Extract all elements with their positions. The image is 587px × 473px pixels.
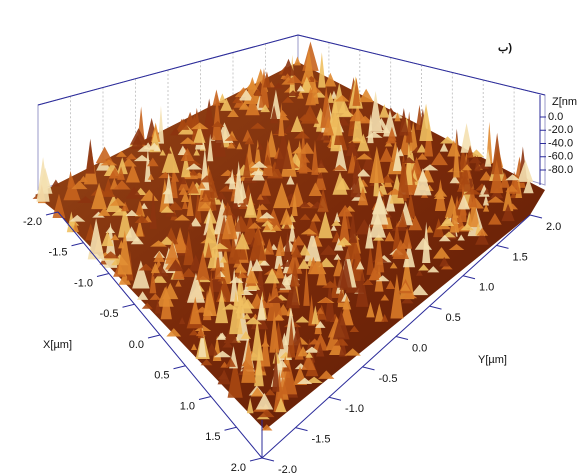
y-tick-label: 1.5 <box>513 251 528 263</box>
y-tick <box>396 337 408 340</box>
x-tick-label: 1.0 <box>180 400 195 412</box>
z-tick-label: -80.0 <box>548 164 573 176</box>
y-tick <box>430 306 442 309</box>
z-tick-label: -20.0 <box>548 124 573 136</box>
y-tick-label: 1.0 <box>479 282 494 294</box>
x-tick-label: -2.0 <box>23 216 42 228</box>
y-tick <box>363 367 375 370</box>
y-tick-label: -2.0 <box>278 464 297 473</box>
chart: ب) X[µm] Y[µm] Z[nm -2.0 -1.5 -1.0 -0.5 0.0 0… <box>0 0 587 473</box>
y-axis-label: Y[µm] <box>478 354 507 366</box>
y-tick-label: 2.0 <box>546 221 561 233</box>
y-tick <box>262 458 274 461</box>
panel-label: ب) <box>498 42 512 54</box>
spike <box>96 147 114 164</box>
x-tick-label: -0.5 <box>100 308 119 320</box>
z-tick-label: 0.0 <box>548 111 563 123</box>
x-tick <box>123 304 135 307</box>
spike <box>318 52 326 87</box>
x-tick-label: 1.5 <box>205 431 220 443</box>
y-tick-label: 0.5 <box>446 312 461 324</box>
y-tick <box>530 215 542 218</box>
spike <box>213 89 221 105</box>
x-tick <box>72 243 84 246</box>
y-tick <box>497 245 509 248</box>
y-tick-label: 0.0 <box>412 342 427 354</box>
z-axis-label: Z[nm <box>552 96 577 108</box>
x-tick <box>225 427 237 430</box>
x-tick <box>250 458 262 461</box>
x-tick <box>174 366 186 369</box>
y-tick-label: -0.5 <box>379 373 398 385</box>
spike <box>294 57 301 66</box>
x-tick-label: 2.0 <box>231 462 246 473</box>
z-tick-label: -40.0 <box>548 137 573 149</box>
x-tick <box>148 335 160 338</box>
y-tick <box>463 276 475 279</box>
spike <box>86 139 95 174</box>
x-axis-label: X[µm] <box>43 339 72 351</box>
x-tick <box>199 397 211 400</box>
y-tick <box>329 397 341 400</box>
z-tick-label: -60.0 <box>548 151 573 163</box>
x-tick-label: -1.5 <box>49 247 68 259</box>
x-tick <box>97 274 109 277</box>
y-tick-label: -1.0 <box>345 403 364 415</box>
x-tick-label: 0.5 <box>154 370 169 382</box>
x-tick-label: -1.0 <box>74 277 93 289</box>
y-tick-label: -1.5 <box>312 434 331 446</box>
x-tick-label: 0.0 <box>129 339 144 351</box>
y-tick <box>296 428 308 431</box>
